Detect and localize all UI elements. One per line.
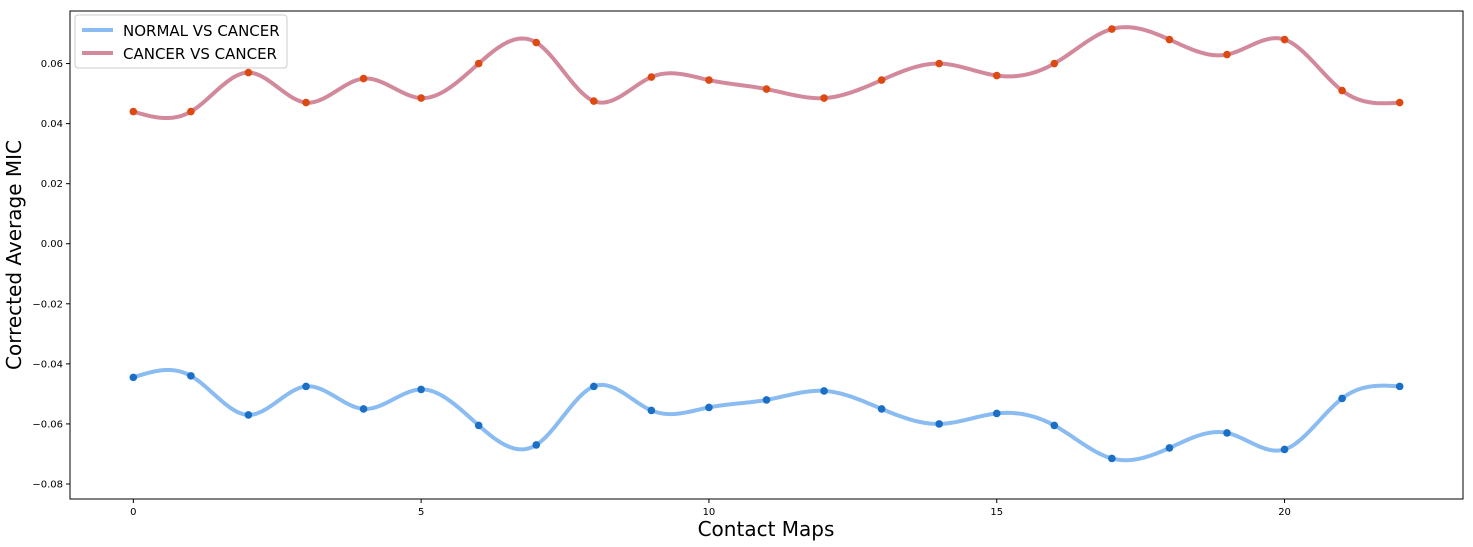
x-tick-label: 10	[703, 507, 716, 518]
data-point-cancer-vs-cancer	[935, 59, 943, 68]
data-point-normal-vs-cancer	[1280, 445, 1289, 454]
data-point-cancer-vs-cancer	[1165, 35, 1174, 44]
y-tick-label: −0.02	[32, 299, 63, 310]
data-point-cancer-vs-cancer	[762, 85, 771, 93]
y-tick-label: 0.06	[41, 59, 63, 70]
data-point-normal-vs-cancer	[1108, 454, 1116, 463]
data-point-cancer-vs-cancer	[532, 38, 541, 47]
data-point-normal-vs-cancer	[474, 421, 483, 430]
data-point-cancer-vs-cancer	[474, 59, 483, 68]
data-point-cancer-vs-cancer	[1108, 25, 1116, 33]
data-point-normal-vs-cancer	[359, 405, 368, 413]
plot-area	[69, 10, 1464, 500]
data-point-cancer-vs-cancer	[1338, 86, 1346, 95]
x-axis-title: Contact Maps	[698, 517, 835, 541]
data-point-normal-vs-cancer	[1050, 421, 1059, 430]
x-axis-ticks: 0 5 10 15 20	[130, 499, 1291, 518]
data-point-cancer-vs-cancer	[129, 107, 138, 116]
data-point-cancer-vs-cancer	[1050, 59, 1059, 68]
data-point-cancer-vs-cancer	[1223, 50, 1231, 59]
data-point-cancer-vs-cancer	[877, 76, 886, 84]
legend-label-normal-vs-cancer: NORMAL VS CANCER	[123, 22, 280, 40]
data-point-normal-vs-cancer	[532, 441, 541, 449]
x-tick-label: 15	[990, 507, 1003, 518]
y-tick-label: 0.02	[41, 179, 63, 190]
x-tick-label: 20	[1278, 507, 1291, 518]
data-point-normal-vs-cancer	[1395, 382, 1404, 391]
data-point-cancer-vs-cancer	[1280, 35, 1289, 44]
data-point-normal-vs-cancer	[935, 420, 943, 428]
data-point-normal-vs-cancer	[187, 372, 195, 380]
data-point-normal-vs-cancer	[417, 385, 425, 394]
legend-box	[74, 14, 288, 69]
data-point-normal-vs-cancer	[820, 387, 828, 395]
y-tick-label: −0.04	[32, 359, 63, 370]
series-layer	[129, 25, 1404, 463]
x-tick-label: 5	[418, 507, 424, 518]
data-point-cancer-vs-cancer	[647, 73, 656, 81]
data-point-cancer-vs-cancer	[705, 76, 713, 84]
data-point-normal-vs-cancer	[762, 396, 771, 404]
data-point-cancer-vs-cancer	[302, 98, 310, 107]
data-point-normal-vs-cancer	[302, 382, 310, 391]
data-point-normal-vs-cancer	[244, 411, 253, 419]
y-axis-title: Corrected Average MIC	[2, 140, 26, 370]
data-point-cancer-vs-cancer	[992, 71, 1001, 80]
data-point-cancer-vs-cancer	[820, 94, 828, 102]
data-point-cancer-vs-cancer	[359, 74, 368, 83]
y-tick-label: 0.00	[41, 239, 63, 250]
data-point-normal-vs-cancer	[1165, 444, 1174, 452]
x-tick-label: 0	[130, 507, 136, 518]
legend-label-cancer-vs-cancer: CANCER VS CANCER	[123, 45, 277, 63]
data-point-normal-vs-cancer	[992, 409, 1001, 418]
legend: NORMAL VS CANCER CANCER VS CANCER	[74, 14, 288, 69]
data-point-cancer-vs-cancer	[417, 94, 425, 102]
data-point-normal-vs-cancer	[129, 373, 138, 382]
data-point-normal-vs-cancer	[877, 405, 886, 413]
data-point-cancer-vs-cancer	[590, 97, 598, 105]
data-point-normal-vs-cancer	[1223, 429, 1231, 437]
data-point-cancer-vs-cancer	[1395, 98, 1404, 107]
data-point-normal-vs-cancer	[705, 403, 713, 412]
data-point-normal-vs-cancer	[647, 406, 656, 415]
y-axis-ticks: −0.08 −0.06 −0.04 −0.02 0.00 0.02 0.04 0.06	[32, 59, 70, 490]
y-tick-label: −0.06	[32, 419, 63, 430]
data-point-normal-vs-cancer	[1338, 394, 1346, 403]
y-tick-label: −0.08	[32, 479, 63, 490]
data-point-cancer-vs-cancer	[187, 107, 195, 116]
data-point-cancer-vs-cancer	[244, 68, 253, 77]
y-tick-label: 0.04	[41, 119, 63, 130]
data-point-normal-vs-cancer	[590, 382, 598, 391]
